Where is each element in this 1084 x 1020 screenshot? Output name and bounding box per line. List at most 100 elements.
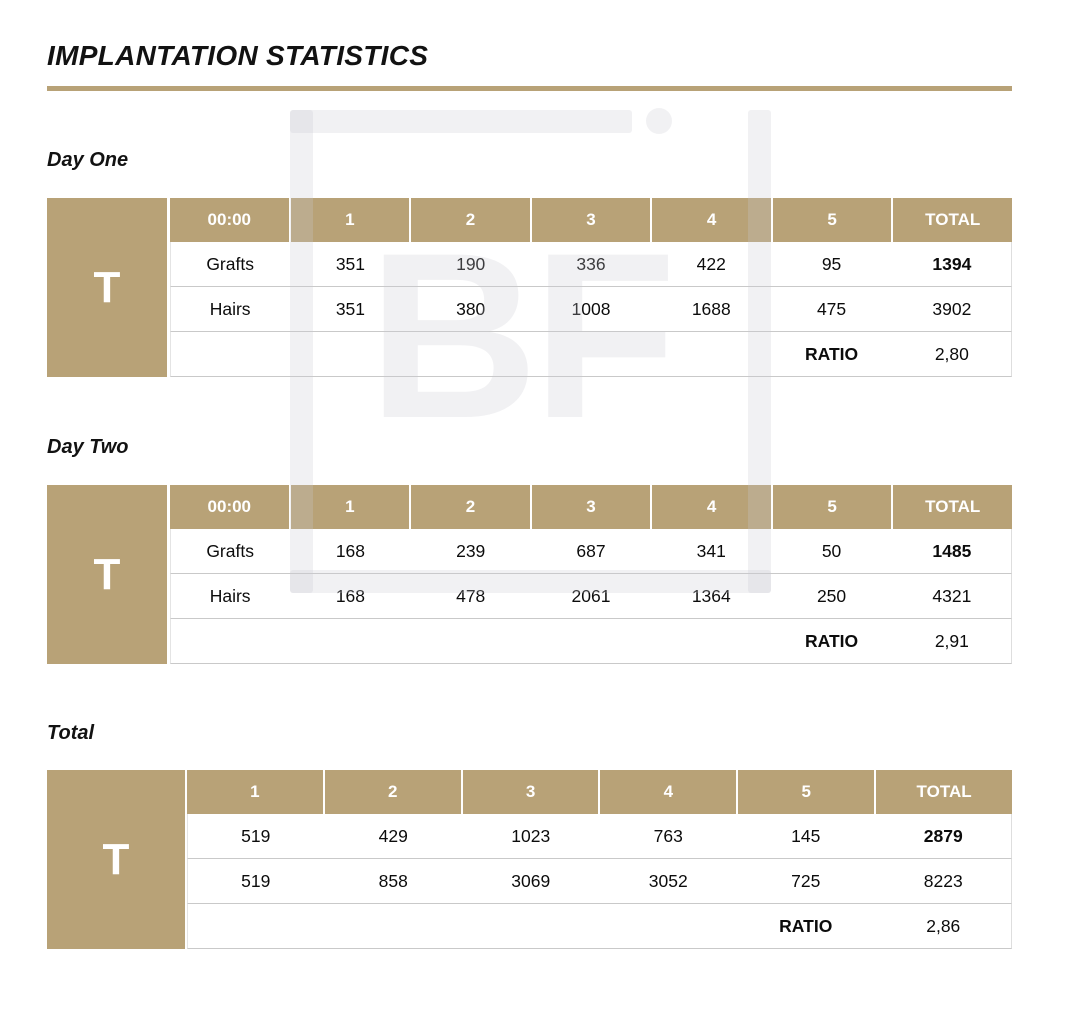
day-two-label: Day Two xyxy=(47,436,129,458)
empty-cell xyxy=(326,904,462,948)
data-cell: 3052 xyxy=(648,870,688,891)
header-row: 00:00 1 2 3 4 5 TOTAL xyxy=(170,198,1012,242)
row-label: Hairs xyxy=(209,298,251,319)
header-cell: 5 xyxy=(772,198,892,242)
data-cell: 519 xyxy=(241,825,271,846)
total-cell: 8223 xyxy=(923,870,963,891)
ratio-row: RATIO 2,91 xyxy=(170,619,1012,664)
data-cell: 336 xyxy=(576,253,606,274)
data-cell: 250 xyxy=(816,585,847,606)
data-cell: 858 xyxy=(378,870,408,891)
header-cell: 4 xyxy=(652,198,771,242)
ratio-row: RATIO 2,80 xyxy=(170,332,1012,377)
header-cell: 00:00 xyxy=(170,198,289,242)
hairs-row: Hairs 168 478 2061 1364 250 4321 xyxy=(170,574,1012,619)
data-cell: 725 xyxy=(791,870,821,891)
data-cell: 422 xyxy=(696,253,726,274)
table-marker: T xyxy=(47,485,167,664)
header-cell: 4 xyxy=(600,770,737,814)
data-cell: 1364 xyxy=(691,585,731,606)
empty-cell xyxy=(171,619,289,663)
row-label: Grafts xyxy=(206,253,254,274)
ratio-value: 2,80 xyxy=(934,343,969,364)
total-cell: 1394 xyxy=(932,253,972,274)
grafts-row: Grafts 351 190 336 422 95 1394 xyxy=(170,242,1012,287)
total-table: T 1 2 3 4 5 TOTAL 519 429 1023 763 145 2… xyxy=(47,770,1012,949)
header-cell: 2 xyxy=(411,485,530,529)
header-cell: 5 xyxy=(772,485,892,529)
data-cell: 380 xyxy=(456,298,486,319)
header-cell: 2 xyxy=(411,198,530,242)
title-underline xyxy=(47,86,1012,91)
empty-cell xyxy=(291,332,409,376)
empty-cell xyxy=(412,619,530,663)
data-cell: 168 xyxy=(335,540,366,561)
ratio-label: RATIO xyxy=(804,343,859,364)
grafts-total-row: 519 429 1023 763 145 2879 xyxy=(187,814,1012,859)
data-cell: 2061 xyxy=(571,585,611,606)
header-cell: 5 xyxy=(738,770,875,814)
empty-cell xyxy=(652,332,770,376)
data-cell: 168 xyxy=(335,585,366,606)
data-cell: 239 xyxy=(456,540,486,561)
header-cell: 4 xyxy=(652,485,771,529)
total-cell: 1485 xyxy=(932,540,972,561)
data-cell: 478 xyxy=(456,585,486,606)
day-two-table: T 00:00 1 2 3 4 5 TOTAL Grafts 168 239 6… xyxy=(47,485,1012,664)
table-marker: T xyxy=(47,198,167,377)
data-cell: 1688 xyxy=(691,298,731,319)
header-cell: 3 xyxy=(531,485,651,529)
data-cell: 351 xyxy=(335,298,366,319)
data-cell: 687 xyxy=(576,540,606,561)
day-one-label: Day One xyxy=(47,149,129,171)
page-title: IMPLANTATION STATISTICS xyxy=(47,40,429,71)
data-cell: 351 xyxy=(335,253,366,274)
data-cell: 190 xyxy=(456,253,486,274)
data-cell: 3069 xyxy=(511,870,551,891)
empty-cell xyxy=(188,904,324,948)
data-cell: 763 xyxy=(653,825,683,846)
header-cell: 1 xyxy=(187,770,323,814)
day-one-table: T 00:00 1 2 3 4 5 TOTAL Grafts 351 190 3… xyxy=(47,198,1012,377)
table-marker: T xyxy=(47,770,185,949)
header-row: 00:00 1 2 3 4 5 TOTAL xyxy=(170,485,1012,529)
data-cell: 519 xyxy=(241,870,271,891)
empty-cell xyxy=(652,619,770,663)
data-cell: 1023 xyxy=(511,825,551,846)
empty-cell xyxy=(171,332,289,376)
empty-cell xyxy=(412,332,530,376)
header-cell: TOTAL xyxy=(893,198,1012,242)
data-cell: 145 xyxy=(791,825,821,846)
grafts-row: Grafts 168 239 687 341 50 1485 xyxy=(170,529,1012,574)
empty-cell xyxy=(463,904,599,948)
header-cell: 3 xyxy=(462,770,599,814)
data-cell: 95 xyxy=(821,253,842,274)
ratio-label: RATIO xyxy=(779,915,833,936)
total-cell: 4321 xyxy=(932,585,972,606)
data-cell: 475 xyxy=(816,298,847,319)
row-label: Grafts xyxy=(206,540,254,561)
empty-cell xyxy=(291,619,409,663)
row-label: Hairs xyxy=(209,585,251,606)
total-cell: 3902 xyxy=(932,298,972,319)
header-cell: TOTAL xyxy=(876,770,1012,814)
logo-frame-top xyxy=(290,110,632,133)
hairs-total-row: 519 858 3069 3052 725 8223 xyxy=(187,859,1012,904)
empty-cell xyxy=(601,904,737,948)
header-cell: TOTAL xyxy=(893,485,1012,529)
ratio-value: 2,86 xyxy=(926,915,961,936)
data-cell: 50 xyxy=(821,540,842,561)
data-cell: 429 xyxy=(378,825,408,846)
header-cell: 1 xyxy=(290,485,410,529)
data-cell: 1008 xyxy=(571,298,611,319)
ratio-value: 2,91 xyxy=(934,630,969,651)
header-row: 1 2 3 4 5 TOTAL xyxy=(187,770,1012,814)
ratio-row: RATIO 2,86 xyxy=(187,904,1012,949)
data-cell: 341 xyxy=(696,540,726,561)
ratio-label: RATIO xyxy=(804,630,859,651)
header-cell: 1 xyxy=(290,198,410,242)
empty-cell xyxy=(532,619,650,663)
logo-dot-icon xyxy=(646,108,672,134)
header-cell: 3 xyxy=(531,198,651,242)
